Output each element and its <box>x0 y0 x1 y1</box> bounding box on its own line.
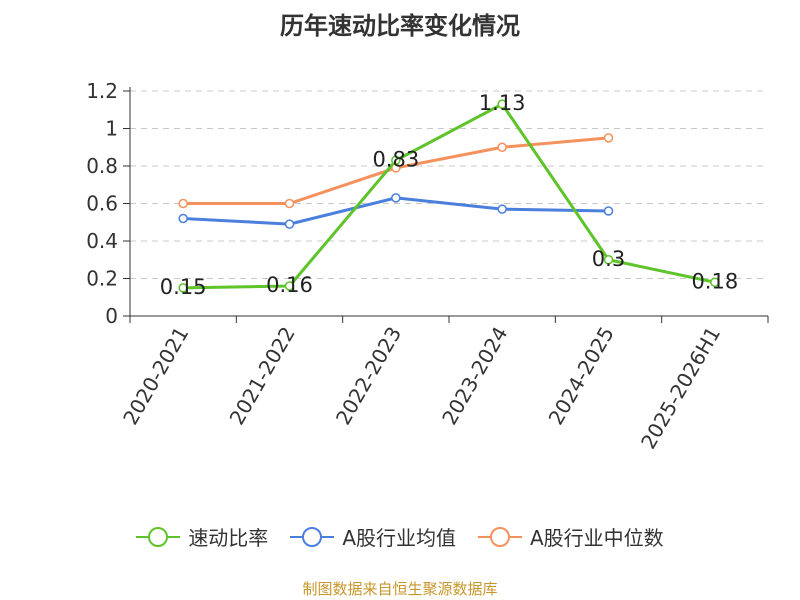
legend-label: A股行业均值 <box>342 526 456 550</box>
x-tick-label: 2024-2025 <box>544 323 619 429</box>
data-label: 0.15 <box>160 275 207 299</box>
data-point[interactable] <box>497 99 507 109</box>
chart-title: 历年速动比率变化情况 <box>280 12 520 40</box>
legend-item-quick-ratio[interactable]: 速动比率 <box>136 522 268 551</box>
data-point[interactable] <box>284 219 295 229</box>
legend-item-industry-mean[interactable]: A股行业均值 <box>290 522 456 551</box>
source-note: 制图数据来自恒生聚源数据库 <box>302 580 498 598</box>
data-point[interactable] <box>284 281 295 291</box>
data-label: 0.83 <box>372 147 419 171</box>
data-label: 1.13 <box>479 91 526 115</box>
data-point[interactable] <box>178 213 188 224</box>
y-tick-label: 1 <box>105 117 118 141</box>
y-tick-label: 0.4 <box>86 229 118 253</box>
data-label: 0.16 <box>266 273 313 297</box>
data-point[interactable] <box>178 283 188 293</box>
legend: 速动比率 A股行业均值 A股行业中位数 <box>0 522 800 551</box>
data-point[interactable] <box>603 206 614 216</box>
y-tick-label: 0.6 <box>86 192 118 216</box>
x-tick-label: 2023-2024 <box>437 322 512 428</box>
data-point[interactable] <box>603 133 614 143</box>
data-point[interactable] <box>497 204 507 214</box>
x-tick-label: 2025-2026H1 <box>636 323 725 453</box>
data-label: 0.3 <box>592 247 625 271</box>
data-point[interactable] <box>284 198 295 209</box>
legend-swatch-quick-ratio <box>136 526 181 547</box>
x-tick-label: 2022-2023 <box>331 323 406 429</box>
data-point[interactable] <box>603 255 614 265</box>
series-line <box>183 102 716 290</box>
data-label: 0.18 <box>691 269 738 293</box>
legend-swatch-industry-mean <box>290 526 335 547</box>
x-tick-label: 2020-2021 <box>118 323 193 429</box>
data-point[interactable] <box>391 155 401 166</box>
data-point[interactable] <box>497 142 507 152</box>
data-point[interactable] <box>178 198 188 209</box>
y-tick-label: 0.2 <box>86 267 118 291</box>
y-tick-label: 0 <box>105 304 118 328</box>
y-tick-label: 0.8 <box>86 154 118 178</box>
x-tick-label: 2021-2022 <box>225 323 300 429</box>
legend-item-industry-median[interactable]: A股行业中位数 <box>478 522 664 551</box>
legend-label: 速动比率 <box>188 526 269 550</box>
legend-label: A股行业中位数 <box>530 526 664 550</box>
legend-swatch-industry-median <box>478 526 522 547</box>
data-point[interactable] <box>391 193 401 203</box>
data-point[interactable] <box>710 277 720 287</box>
y-tick-label: 1.2 <box>86 79 118 103</box>
